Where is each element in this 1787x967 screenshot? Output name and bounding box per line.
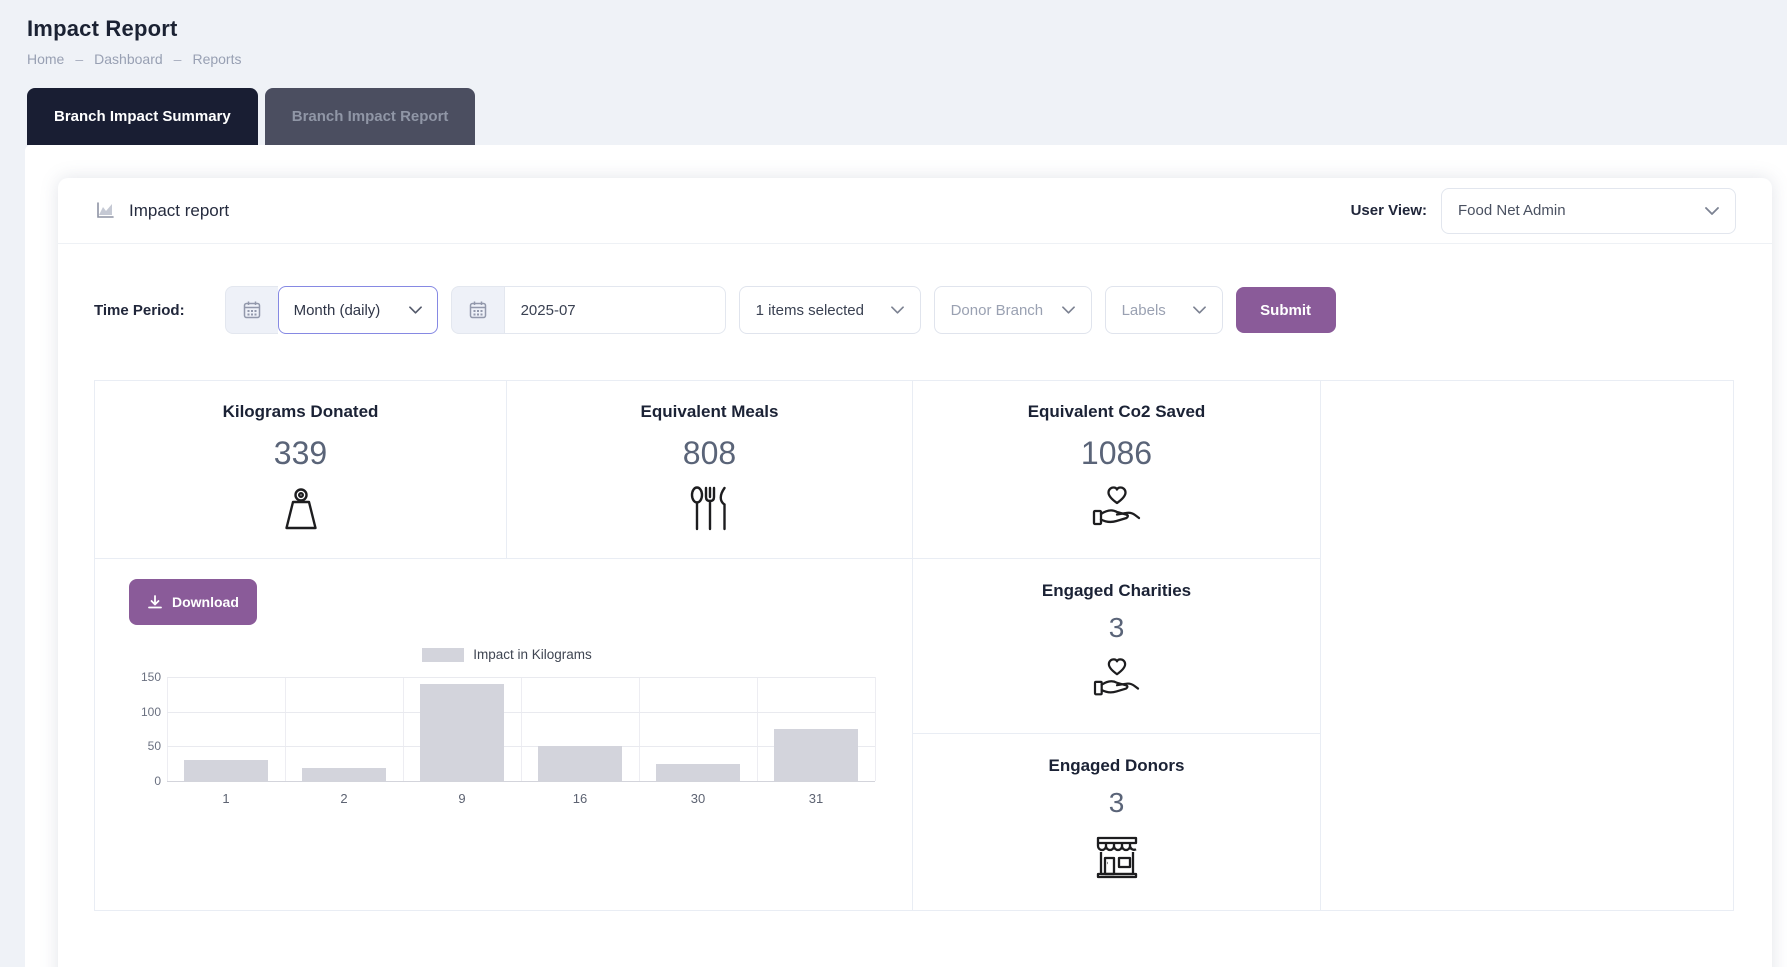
stat-title: Equivalent Meals [640, 402, 779, 421]
chart-gridline [285, 677, 286, 781]
empty-grid-cell [1321, 381, 1733, 910]
stat-equivalent-co2-saved: Equivalent Co2 Saved 1086 [913, 381, 1321, 559]
x-axis-tick-label: 9 [458, 791, 466, 806]
chart-bar [184, 760, 268, 781]
chart-bar [302, 767, 386, 781]
download-button[interactable]: Download [129, 579, 257, 625]
user-view-value: Food Net Admin [1458, 202, 1566, 219]
donor-branch-select[interactable]: Donor Branch [933, 286, 1092, 334]
breadcrumb: Home – Dashboard – Reports [27, 51, 1787, 67]
stat-title: Kilograms Donated [222, 402, 379, 421]
chart-bar [774, 729, 858, 781]
chart-gridline [167, 677, 875, 678]
chart-gridline [167, 746, 875, 748]
stat-value: 3 [1108, 787, 1125, 818]
branches-multiselect[interactable]: 1 items selected [738, 286, 921, 334]
stat-kilograms-donated: Kilograms Donated 339 [95, 381, 507, 559]
calendar-icon [224, 286, 278, 334]
breadcrumb-separator: – [75, 51, 84, 67]
chart-bar [420, 683, 504, 781]
stat-engaged-charities: Engaged Charities 3 [913, 559, 1321, 734]
breadcrumb-home[interactable]: Home [27, 51, 65, 67]
x-axis-tick-label: 16 [572, 791, 588, 806]
chevron-down-icon [408, 306, 422, 314]
chart-gridline [403, 677, 404, 781]
chart-bar [656, 763, 740, 781]
user-view-select[interactable]: Food Net Admin [1441, 187, 1736, 234]
period-type-group: Month (daily) [224, 286, 438, 334]
x-axis-tick-label: 2 [340, 791, 348, 806]
page-title: Impact Report [27, 16, 178, 41]
period-type-select[interactable]: Month (daily) [277, 286, 438, 334]
download-icon [147, 594, 163, 610]
stat-title: Engaged Donors [1048, 756, 1185, 775]
x-axis-tick-label: 31 [808, 791, 824, 806]
chevron-down-icon [1061, 306, 1075, 314]
impact-report-card: Impact report User View: Food Net Admin … [58, 178, 1772, 967]
y-axis-tick-label: 50 [147, 739, 161, 754]
report-chart-icon [94, 200, 116, 222]
y-axis-tick-label: 100 [140, 704, 161, 719]
chevron-down-icon [1705, 206, 1719, 215]
filter-row: Time Period: Month (daily) [94, 286, 1736, 334]
legend-swatch [422, 647, 465, 662]
breadcrumb-separator: – [173, 51, 182, 67]
page-header: Impact Report Home – Dashboard – Reports [0, 0, 1787, 67]
chart-cell: Download Impact in Kilograms 0 50 100 150 1 2… [95, 559, 913, 910]
chart-gridline [167, 677, 168, 781]
chart-bar [538, 746, 622, 781]
x-axis-tick-label: 30 [690, 791, 706, 806]
hand-heart-icon [1091, 485, 1143, 531]
period-type-value: Month (daily) [293, 301, 381, 319]
chart-gridline [875, 677, 876, 781]
utensils-icon [686, 485, 734, 533]
donor-branch-placeholder: Donor Branch [950, 301, 1044, 319]
card-header: Impact report User View: Food Net Admin [58, 178, 1772, 244]
chart-gridline [639, 677, 640, 781]
hand-heart-icon [1092, 657, 1142, 701]
impact-kilograms-chart: Impact in Kilograms 0 50 100 150 1 2 9 16 30 31 [129, 647, 885, 819]
user-view-label: User View: [1350, 202, 1427, 219]
chart-gridline [521, 677, 522, 781]
weight-icon [278, 485, 324, 533]
labels-select[interactable]: Labels [1104, 286, 1223, 334]
calendar-icon [450, 286, 504, 334]
stat-equivalent-meals: Equivalent Meals 808 [507, 381, 913, 559]
chart-gridline [757, 677, 758, 781]
stat-engaged-donors: Engaged Donors 3 [913, 734, 1321, 910]
time-period-label: Time Period: [94, 301, 185, 319]
period-value-input[interactable]: 2025-07 [503, 286, 726, 334]
items-selected-value: 1 items selected [755, 301, 864, 319]
legend-label: Impact in Kilograms [473, 647, 592, 662]
chevron-down-icon [890, 306, 904, 314]
chart-legend: Impact in Kilograms [129, 647, 885, 662]
stat-title: Equivalent Co2 Saved [1027, 402, 1206, 421]
x-axis-tick-label: 1 [222, 791, 230, 806]
submit-button[interactable]: Submit [1235, 287, 1336, 333]
stat-value: 1086 [1080, 435, 1153, 471]
labels-placeholder: Labels [1121, 301, 1166, 319]
stat-value: 808 [682, 435, 737, 471]
card-title: Impact report [129, 200, 230, 220]
stat-value: 3 [1108, 612, 1125, 643]
stats-grid: Kilograms Donated 339 Equivalent Meals 8… [94, 380, 1734, 911]
tab-branch-impact-report[interactable]: Branch Impact Report [264, 88, 476, 145]
chevron-down-icon [1192, 306, 1206, 314]
chart-gridline [167, 781, 875, 782]
y-axis-tick-label: 0 [154, 774, 161, 788]
breadcrumb-dashboard[interactable]: Dashboard [94, 51, 163, 67]
breadcrumb-reports[interactable]: Reports [192, 51, 242, 67]
tab-branch-impact-summary[interactable]: Branch Impact Summary [27, 88, 258, 145]
y-axis-tick-label: 150 [140, 670, 161, 684]
content-panel: Impact report User View: Food Net Admin … [25, 145, 1787, 967]
stat-value: 339 [273, 435, 328, 471]
stat-title: Engaged Charities [1041, 581, 1192, 600]
chart-gridline [167, 711, 875, 713]
download-label: Download [172, 594, 239, 610]
storefront-icon [1090, 832, 1144, 880]
tab-bar: Branch Impact Summary Branch Impact Repo… [27, 88, 476, 145]
period-value-group: 2025-07 [450, 286, 726, 334]
